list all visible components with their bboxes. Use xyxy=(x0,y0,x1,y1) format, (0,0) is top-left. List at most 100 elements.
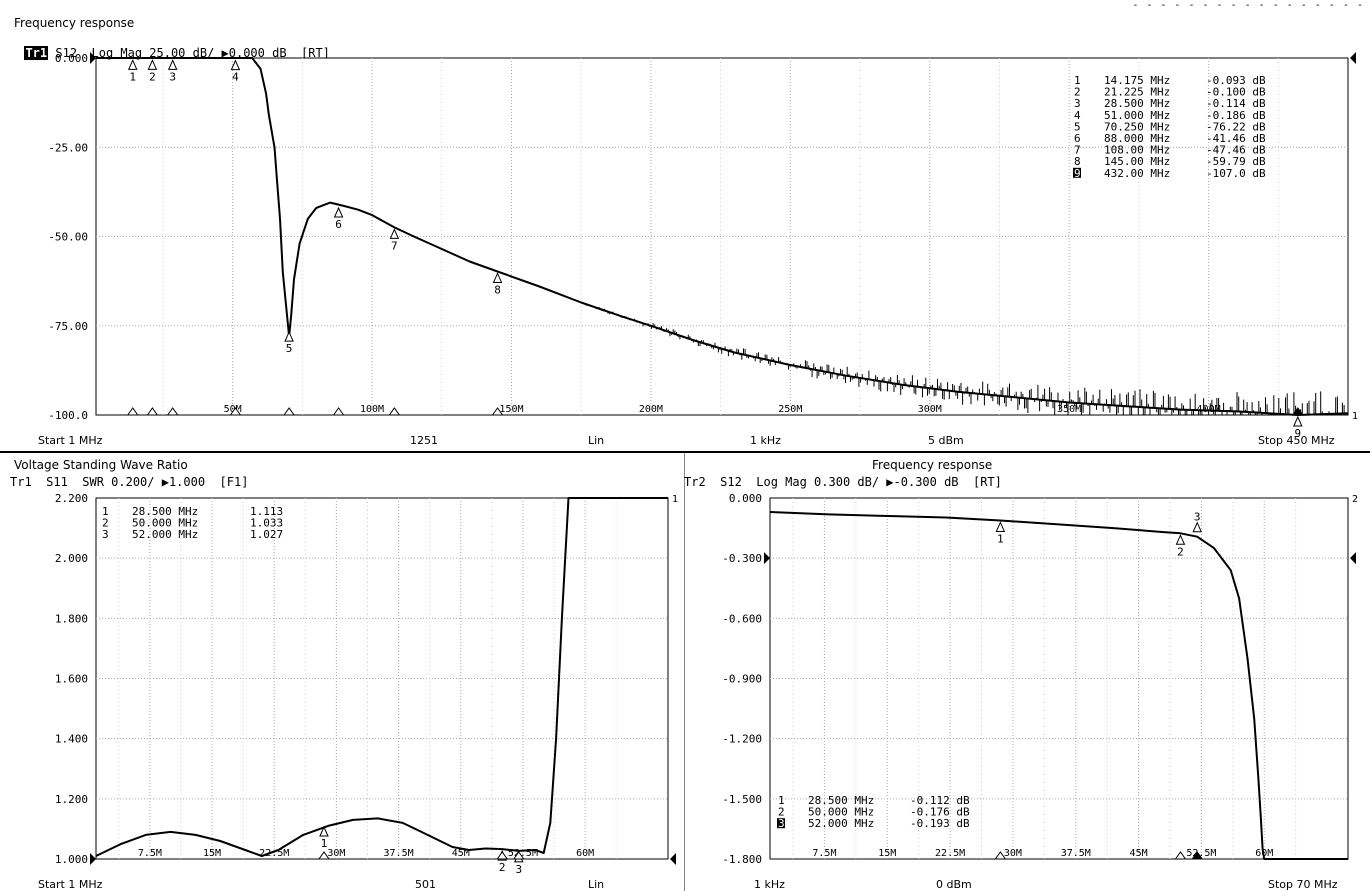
top-footer-ifbw: 1 kHz xyxy=(750,434,781,447)
y-tick-label: 0.000 xyxy=(55,52,88,65)
marker-table-number: 2 xyxy=(778,806,785,819)
marker-table-frequency: 28.500 MHz xyxy=(808,794,874,807)
marker-axis-tick-1 xyxy=(994,851,1007,860)
vswr-trace-header[interactable]: Tr1 S11 SWR 0.200/ ▶1.000 [F1] xyxy=(10,475,249,489)
top-footer-power: 5 dBm xyxy=(928,434,964,447)
vswr-footer-points: 501 xyxy=(415,878,436,891)
marker-table-number: 1 xyxy=(778,794,785,807)
x-tick-label: 300M xyxy=(918,404,942,415)
trace-line-2 xyxy=(769,511,1348,860)
y-tick-label: -100.0 xyxy=(48,409,88,422)
reference-arrow-right xyxy=(670,853,676,865)
marker-table-frequency: 432.00 MHz xyxy=(1104,167,1170,180)
x-tick-label: 350M xyxy=(1057,404,1081,415)
marker-table-frequency: 50.000 MHz xyxy=(808,806,874,819)
x-tick-label: 37.5M xyxy=(1061,848,1091,859)
reference-arrow-left xyxy=(764,552,770,565)
top-trace-info: S12 Log Mag 25.00 dB/ ▶0.000 dB [RT] xyxy=(48,46,330,60)
marker-table-number: 3 xyxy=(102,528,109,541)
top-footer-stop: Stop 450 MHz xyxy=(1258,434,1335,447)
marker-table-value: -0.176 dB xyxy=(910,806,970,819)
top-trace-header[interactable]: Tr1 S12 Log Mag 25.00 dB/ ▶0.000 dB [RT] xyxy=(10,32,330,60)
x-tick-label: 15M xyxy=(878,848,896,859)
reference-arrow-left xyxy=(90,853,96,865)
marker-triangle-2 xyxy=(1175,534,1186,545)
x-tick-label: 60M xyxy=(576,848,594,859)
marker-table-frequency: 108.00 MHz xyxy=(1104,144,1170,157)
marker-table-number: 5 xyxy=(1074,120,1081,133)
freq2-panel-title: Frequency response xyxy=(872,458,993,472)
marker-label: 6 xyxy=(335,218,342,231)
y-tick-label: 2.000 xyxy=(55,552,88,565)
y-tick-label: 1.000 xyxy=(55,853,88,866)
marker-label: 4 xyxy=(232,71,239,84)
marker-table-value: -0.100 dB xyxy=(1206,86,1266,99)
marker-triangle-7 xyxy=(389,228,400,239)
right-scale-label: 2 xyxy=(1352,494,1358,505)
marker-table-value: -107.0 dB xyxy=(1206,167,1266,180)
x-tick-label: 30M xyxy=(1004,848,1022,859)
x-tick-label: 52.5M xyxy=(508,848,538,859)
y-tick-label: 1.400 xyxy=(55,733,88,746)
marker-triangle-1 xyxy=(319,825,329,837)
x-tick-label: 7.5M xyxy=(138,848,162,859)
freq2-footer-power: 0 dBm xyxy=(936,878,972,891)
marker-triangle-4 xyxy=(230,59,241,71)
marker-table-value: -47.46 dB xyxy=(1206,144,1266,157)
marker-triangle-5 xyxy=(284,330,294,342)
marker-table-frequency: 52.000 MHz xyxy=(808,817,874,830)
marker-table-number: 2 xyxy=(102,517,109,530)
y-tick-label: -1.800 xyxy=(722,853,762,866)
top-footer-start: Start 1 MHz xyxy=(38,434,103,447)
marker-label: 7 xyxy=(391,239,398,252)
marker-triangle-6 xyxy=(333,206,344,218)
marker-triangle-1 xyxy=(995,521,1006,532)
marker-axis-tick-2 xyxy=(146,407,159,416)
marker-label: 1 xyxy=(997,532,1004,545)
marker-table-number: 1 xyxy=(1074,74,1081,87)
x-tick-label: 45M xyxy=(452,848,470,859)
marker-table-value: 1.027 xyxy=(250,528,283,541)
y-tick-label: -75.00 xyxy=(48,320,88,333)
marker-label: 5 xyxy=(286,342,293,355)
marker-table-frequency: 28.500 MHz xyxy=(1104,97,1170,110)
y-tick-label: 2.200 xyxy=(55,492,88,505)
top-footer-sweep: Lin xyxy=(588,434,605,447)
marker-table-value: -0.112 dB xyxy=(910,794,970,807)
y-tick-label: -25.00 xyxy=(48,141,88,154)
marker-table-frequency: 145.00 MHz xyxy=(1104,155,1170,168)
vswr-footer-start: Start 1 MHz xyxy=(38,878,103,891)
marker-axis-tick-3 xyxy=(1191,851,1204,860)
marker-axis-tick-3 xyxy=(512,851,525,860)
x-tick-label: 22.5M xyxy=(935,848,965,859)
marker-table-value: -0.093 dB xyxy=(1206,74,1266,87)
marker-table-value: -0.193 dB xyxy=(910,817,970,830)
marker-axis-tick-6 xyxy=(332,407,345,416)
vswr-footer-sweep: Lin xyxy=(588,878,605,891)
marker-active-box xyxy=(777,818,785,829)
vswr-panel-title: Voltage Standing Wave Ratio xyxy=(14,458,188,472)
y-tick-label: -0.300 xyxy=(722,552,762,565)
marker-label: 2 xyxy=(149,70,156,83)
y-tick-label: 1.600 xyxy=(55,673,88,686)
x-tick-label: 52.5M xyxy=(1186,848,1216,859)
marker-table-frequency: 50.000 MHz xyxy=(132,517,198,530)
marker-table-frequency: 70.250 MHz xyxy=(1104,120,1170,133)
freq2-footer-ifbw: 1 kHz xyxy=(754,878,785,891)
trace-tag-tr1[interactable]: Tr1 xyxy=(24,46,49,60)
panel-divider-horizontal xyxy=(0,451,1370,453)
marker-table-number: 1 xyxy=(102,505,109,518)
top-panel-title: Frequency response xyxy=(14,16,135,30)
marker-table-number: 3 xyxy=(1074,97,1081,110)
marker-label: 3 xyxy=(515,863,522,876)
reference-arrow-left xyxy=(90,52,96,64)
freq2-trace-header[interactable]: Tr2 S12 Log Mag 0.300 dB/ ▶-0.300 dB [RT… xyxy=(684,475,1002,489)
top-footer-points: 1251 xyxy=(410,434,438,447)
marker-table-frequency: 52.000 MHz xyxy=(132,528,198,541)
marker-label: 1 xyxy=(129,70,136,83)
x-tick-label: 250M xyxy=(778,404,802,415)
marker-table-frequency: 88.000 MHz xyxy=(1104,132,1170,145)
y-tick-label: -50.00 xyxy=(48,231,88,244)
marker-table-value: -0.186 dB xyxy=(1206,109,1266,122)
